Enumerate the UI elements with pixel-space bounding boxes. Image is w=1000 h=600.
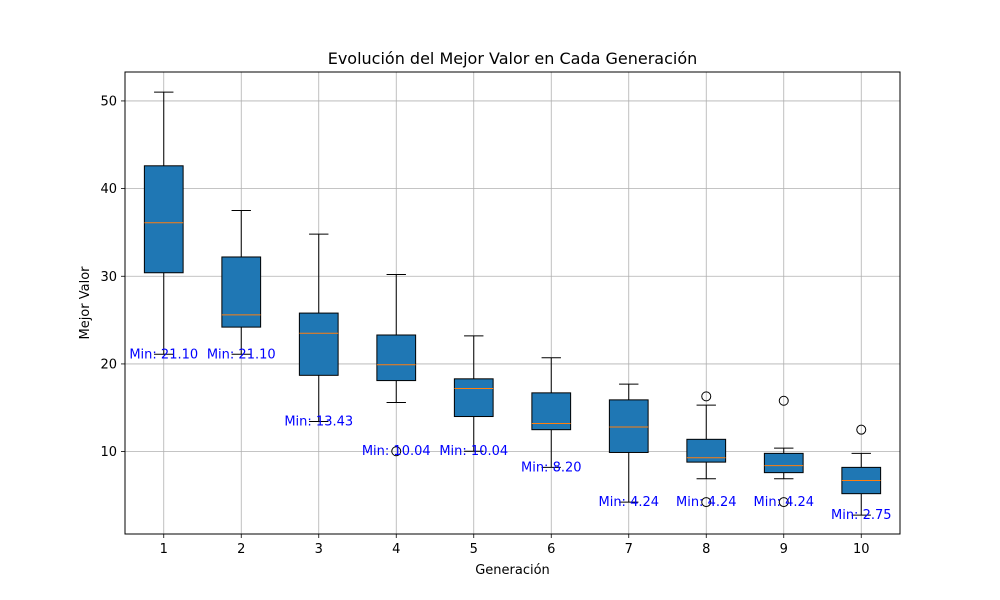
box-iqr [221, 256, 262, 328]
outlier-point [701, 391, 712, 402]
min-annotation: Min: 2.75 [831, 508, 892, 523]
outlier-point [391, 446, 402, 457]
x-tick-label: 4 [392, 542, 400, 557]
tick-layer: 1 2 3 4 5 6 7 8 9 10 10 20 30 40 50 [100, 94, 869, 557]
box-iqr [143, 165, 184, 274]
box-group [686, 391, 727, 508]
y-tick-label: 40 [100, 182, 117, 197]
box-iqr [763, 452, 804, 474]
box-group [298, 233, 339, 423]
y-tick-label: 20 [100, 357, 117, 372]
x-tick-label: 7 [625, 542, 633, 557]
box-layer [143, 91, 882, 516]
box-group [221, 210, 262, 355]
min-annotation: Min: 4.24 [753, 495, 814, 510]
y-tick-label: 30 [100, 270, 117, 285]
box-iqr [376, 334, 417, 382]
min-annotation: Min: 21.10 [129, 347, 198, 362]
min-annotation: Min: 10.04 [362, 444, 431, 459]
outlier-point [778, 497, 789, 508]
box-group [143, 91, 184, 355]
box-group [531, 357, 572, 468]
x-tick-label: 2 [237, 542, 245, 557]
y-axis-label: Mejor Valor [78, 266, 93, 340]
box-group [453, 335, 494, 452]
x-tick-label: 8 [702, 542, 710, 557]
box-iqr [686, 438, 727, 463]
chart-title: Evolución del Mejor Valor en Cada Genera… [328, 49, 698, 68]
x-tick-label: 5 [470, 542, 478, 557]
min-annotation: Min: 8.20 [521, 460, 582, 475]
box-iqr [453, 378, 494, 418]
box-group [608, 383, 649, 503]
box-iqr [531, 392, 572, 431]
x-axis-label: Generación [475, 563, 550, 578]
outlier-point [701, 497, 712, 508]
x-tick-label: 1 [160, 542, 168, 557]
min-annotation: Min: 10.04 [439, 444, 508, 459]
x-tick-label: 9 [780, 542, 788, 557]
outlier-point [856, 424, 867, 435]
box-group [841, 424, 882, 516]
x-tick-label: 3 [315, 542, 323, 557]
outlier-point [778, 395, 789, 406]
annotation-layer: Min: 21.10 Min: 21.10 Min: 13.43 Min: 10.04… [129, 347, 891, 523]
y-tick-label: 10 [100, 445, 117, 460]
box-iqr [608, 399, 649, 453]
x-tick-label: 10 [853, 542, 870, 557]
plot-frame [124, 71, 901, 535]
x-tick-label: 6 [547, 542, 555, 557]
y-tick-label: 50 [100, 94, 117, 109]
min-annotation: Min: 4.24 [598, 495, 659, 510]
box-iqr [298, 312, 339, 376]
min-annotation: Min: 13.43 [284, 415, 353, 430]
box-group [376, 274, 417, 457]
min-annotation: Min: 21.10 [207, 347, 276, 362]
min-annotation: Min: 4.24 [676, 495, 737, 510]
box-group [763, 395, 804, 508]
